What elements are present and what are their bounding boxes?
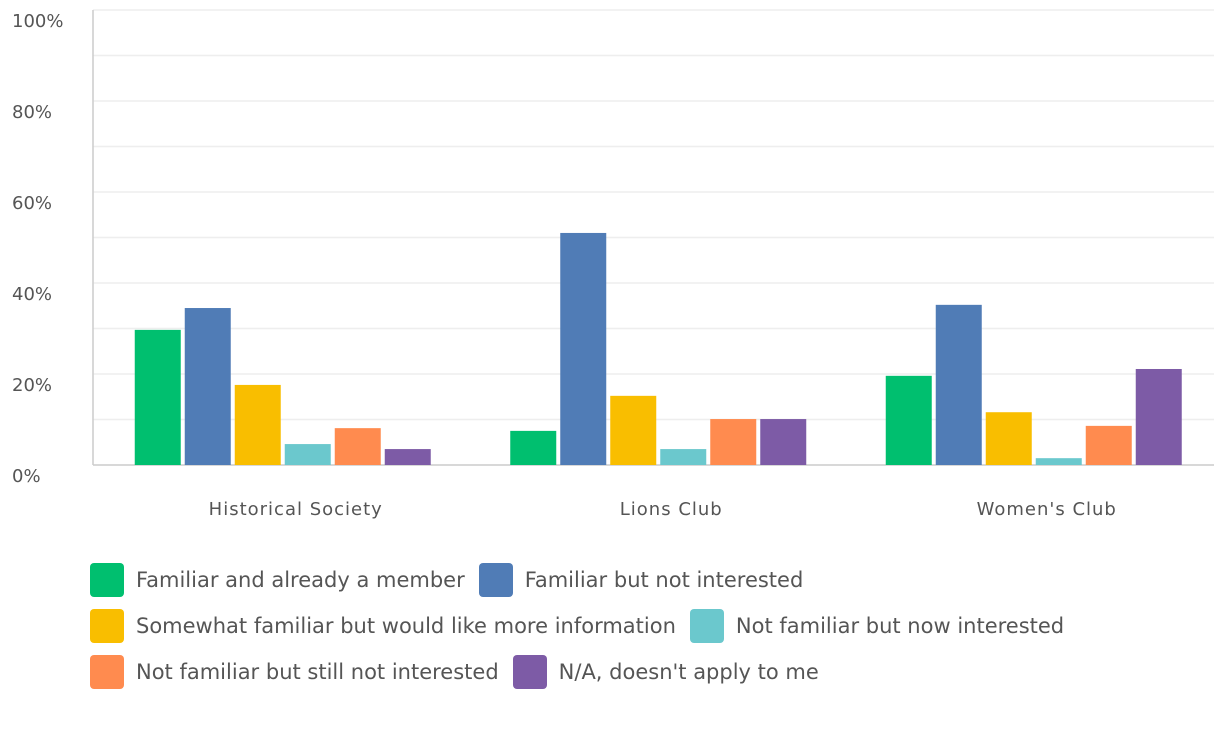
x-tick-label: Women's Club [977,499,1117,520]
legend-label: Familiar but not interested [524,568,804,592]
y-tick-label: 0% [12,466,41,487]
y-tick-label: 100% [12,11,63,32]
y-tick-label: 40% [12,284,52,305]
bar [660,449,707,465]
legend-label: Not familiar but still not interested [136,660,499,684]
bar [234,384,281,465]
bar [985,412,1032,465]
legend-item: Somewhat familiar but would like more in… [90,608,676,644]
bar [510,430,557,465]
legend-swatch [689,609,724,643]
bar [760,419,807,465]
legend-label: Familiar and already a member [136,568,465,592]
legend-swatch [512,655,547,689]
legend-label: N/A, doesn't apply to me [558,660,819,684]
legend-label: Somewhat familiar but would like more in… [136,614,676,638]
chart: 0% 20% 40% 60% 80% 100% Historical Society Lion… [12,9,1214,520]
bar [1085,425,1132,465]
bar [1035,458,1082,465]
y-tick-label: 20% [12,375,52,396]
bar [935,304,982,465]
y-tick-label: 60% [12,193,52,214]
legend-label: Not familiar but now interested [735,614,1065,638]
legend-item: Not familiar but now interested [689,608,1065,644]
legend-item: N/A, doesn't apply to me [512,654,819,690]
bar [184,308,231,465]
legend-swatch [90,563,124,597]
bar [334,428,381,465]
bar [710,419,757,465]
legend-swatch [90,655,124,689]
legend: Familiar and already a member Familiar bu… [90,562,1180,690]
legend-swatch [90,609,124,643]
legend-item: Familiar but not interested [478,562,804,598]
legend-swatch [478,563,513,597]
y-tick-label: 80% [12,102,52,123]
bar [610,395,657,465]
bar [284,444,331,465]
legend-item: Familiar and already a member [90,562,465,598]
bar [1135,368,1182,465]
bar [384,449,431,465]
bar [134,329,181,465]
bar [560,232,607,465]
x-tick-label: Lions Club [620,499,723,520]
bar [885,375,932,465]
x-tick-label: Historical Society [209,499,383,520]
legend-item: Not familiar but still not interested [90,654,499,690]
